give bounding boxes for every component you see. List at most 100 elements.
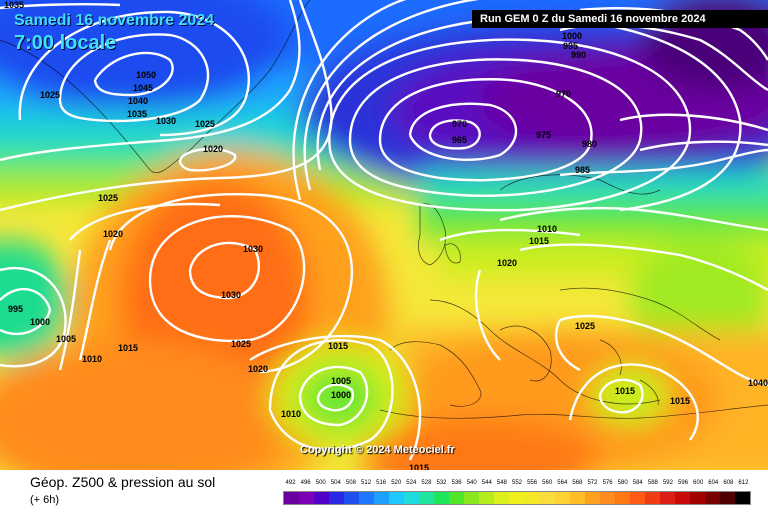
legend-label: 576 [602,480,613,486]
legend-label: 604 [708,480,719,486]
legend-swatch [509,492,525,504]
legend-swatch [584,492,600,504]
legend-swatch [569,492,585,504]
legend-swatch [614,492,630,504]
legend-swatch [539,492,555,504]
legend-label: 532 [436,480,447,486]
isobar-label: 1025 [195,119,215,129]
legend-swatch [554,492,570,504]
legend-swatch [704,492,720,504]
legend-swatch [644,492,660,504]
legend-swatch [419,492,435,504]
legend-swatch [449,492,465,504]
isobar-label: 985 [575,165,590,175]
isobar-label: 1000 [331,390,351,400]
legend-swatch [689,492,705,504]
isobar-label: 1010 [82,354,102,364]
isobar-label: 1015 [328,341,348,351]
legend-swatch [659,492,675,504]
legend-swatch [329,492,345,504]
legend-swatch [464,492,480,504]
legend-label: 608 [723,480,734,486]
forecast-step: (+ 6h) [30,494,60,506]
isobar-label: 1020 [103,229,123,239]
isobar-label: 1005 [56,334,76,344]
isobar-label: 1000 [30,317,50,327]
legend-label: 588 [647,480,658,486]
legend-swatch [314,492,330,504]
isobars [0,0,768,461]
isobar-label: 1040 [128,96,148,106]
legend-label: 500 [315,480,326,486]
legend-label: 564 [557,480,568,486]
legend-label: 580 [617,480,628,486]
isobar-label: 1050 [136,70,156,80]
isobar-label: 980 [582,139,597,149]
legend-label: 560 [542,480,553,486]
weather-map: 1035 1050 1045 1040 1035 1030 1025 1025 … [0,0,768,470]
legend-label: 504 [330,480,341,486]
isobar-label: 965 [452,135,467,145]
isobar-label: 995 [8,304,23,314]
run-info-label: Run GEM 0 Z du Samedi 16 novembre 2024 [472,10,768,28]
legend-label: 540 [466,480,477,486]
legend-label: 520 [391,480,402,486]
isobar-label: 995 [563,41,578,51]
isobar-label: 1015 [615,386,635,396]
legend-label: 548 [496,480,507,486]
isobar-label: 1025 [231,339,251,349]
legend-swatch [434,492,450,504]
legend-label: 496 [300,480,311,486]
isobar-label: 970 [452,119,467,129]
isobar-label: 1025 [40,90,60,100]
isobar-label: 1010 [537,224,557,234]
isobar-label: 1000 [562,31,582,41]
legend-label: 592 [662,480,673,486]
map-variable-title: Géop. Z500 & pression au sol [30,474,216,490]
legend-label: 536 [451,480,462,486]
legend-label: 544 [481,480,492,486]
isobar-label: 1040 [748,378,768,388]
isobar-label: 1020 [248,364,268,374]
legend-swatch [374,492,390,504]
forecast-time: 7:00 locale [14,32,117,54]
legend-label: 584 [632,480,643,486]
legend-swatch [389,492,405,504]
isobar-label: 1015 [529,236,549,246]
isobar-label: 1015 [670,396,690,406]
legend-swatch [359,492,375,504]
legend-swatch [404,492,420,504]
isobar-label: 1030 [221,290,241,300]
legend-swatch [734,492,750,504]
isobar-label: 1030 [156,116,176,126]
isobar-label: 1015 [409,463,429,470]
legend-swatch [284,492,300,504]
legend-swatch [524,492,540,504]
legend-label: 600 [693,480,704,486]
legend-label: 572 [587,480,598,486]
legend-label: 596 [678,480,689,486]
isobar-label: 1010 [281,409,301,419]
legend-label: 612 [738,480,749,486]
copyright-notice: Copyright © 2024 Meteociel.fr [300,444,455,456]
legend-swatch [494,492,510,504]
isobar-label: 1030 [243,244,263,254]
legend-swatch [479,492,495,504]
map-footer: Géop. Z500 & pression au sol (+ 6h) 492 4… [0,470,768,512]
isobar-label: 1015 [118,343,138,353]
color-legend: 492 496 500 504 508 512 516 520 524 528 532 536 540 5… [283,480,751,510]
legend-swatch [629,492,645,504]
isobar-label: 1005 [331,376,351,386]
legend-label: 512 [361,480,372,486]
isobar-label: 1035 [4,0,24,10]
coastlines [0,0,768,419]
legend-swatch [674,492,690,504]
legend-labels: 492 496 500 504 508 512 516 520 524 528 532 536 540 5… [283,480,751,490]
isobar-labels: 1035 1050 1045 1040 1035 1030 1025 1025 … [4,0,768,470]
forecast-date: Samedi 16 novembre 2024 [14,12,215,29]
legend-swatch [344,492,360,504]
map-canvas: 1035 1050 1045 1040 1035 1030 1025 1025 … [0,0,768,470]
isobar-label: 970 [556,89,571,99]
legend-label: 528 [421,480,432,486]
legend-swatch [719,492,735,504]
